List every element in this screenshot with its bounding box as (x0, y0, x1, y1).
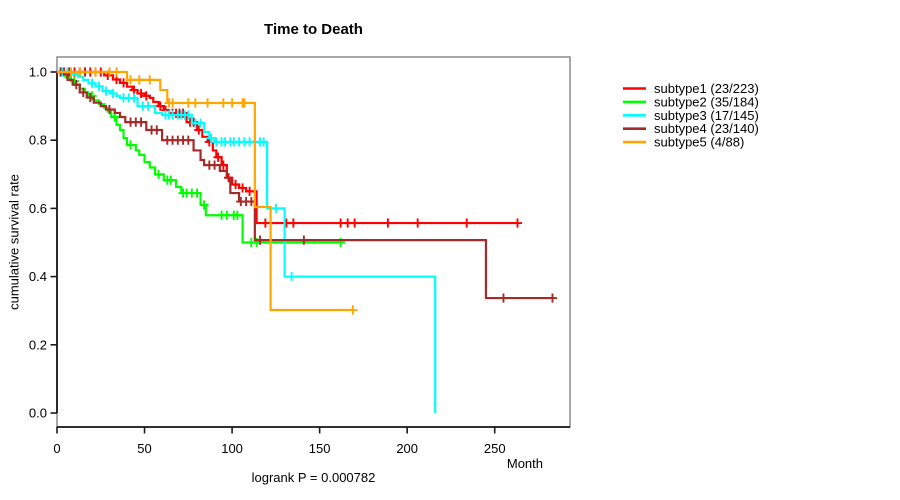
y-tick-label: 0.4 (29, 269, 47, 284)
y-tick-label: 0.0 (29, 406, 47, 421)
y-tick-label: 0.6 (29, 201, 47, 216)
censor-marks-subtype4 (55, 67, 558, 303)
legend-label-subtype5: subtype5 (4/88) (654, 135, 744, 150)
censor-marks-subtype1 (59, 67, 523, 228)
y-tick-label: 1.0 (29, 65, 47, 80)
survival-curve-subtype5 (57, 70, 353, 312)
survival-curve-subtype1 (57, 70, 518, 225)
survival-curve-subtype4 (57, 70, 553, 300)
legend-label-subtype1: subtype1 (23/223) (654, 81, 759, 96)
x-axis-title: Month (506, 456, 543, 471)
legend-label-subtype3: subtype3 (17/145) (654, 108, 759, 123)
x-tick-label: 200 (396, 441, 418, 456)
censor-marks-subtype5 (66, 67, 358, 315)
survival-curve-subtype2 (57, 70, 341, 244)
y-tick-label: 0.8 (29, 133, 47, 148)
x-tick-label: 0 (53, 441, 60, 456)
legend-label-subtype2: subtype2 (35/184) (654, 94, 759, 109)
x-tick-label: 150 (309, 441, 331, 456)
x-tick-label: 100 (221, 441, 243, 456)
censor-marks-subtype2 (69, 76, 346, 248)
x-tick-label: 250 (484, 441, 506, 456)
legend-label-subtype4: subtype4 (23/140) (654, 121, 759, 136)
chart-title: Time to Death (264, 21, 363, 38)
logrank-annotation: logrank P = 0.000782 (251, 470, 376, 485)
x-tick-label: 50 (137, 441, 151, 456)
y-tick-label: 0.2 (29, 337, 47, 352)
